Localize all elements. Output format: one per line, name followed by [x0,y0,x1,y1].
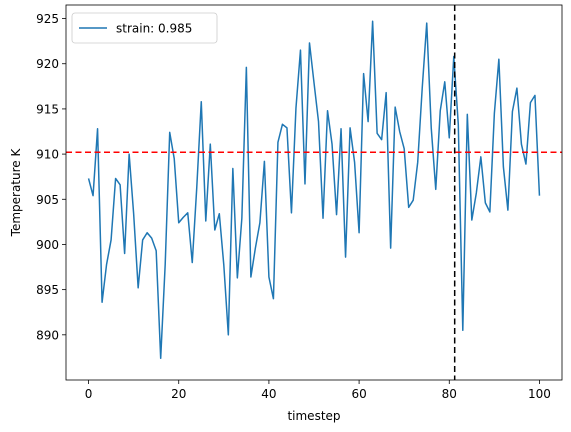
y-tick-label: 925 [36,12,59,26]
y-tick-label: 920 [36,57,59,71]
x-axis: 0 20 40 60 80 100 [85,380,551,401]
plot-content [66,5,562,380]
legend-label: strain: 0.985 [116,22,192,36]
x-tick-label: 20 [171,387,186,401]
plot-frame [65,4,563,381]
series-line-0 [87,20,541,360]
y-axis-label: Temperature K [9,148,23,238]
y-tick-label: 905 [36,193,59,207]
x-tick-label: 100 [528,387,551,401]
x-tick-label: 60 [351,387,366,401]
legend: strain: 0.985 [71,12,218,44]
y-tick-label: 895 [36,283,59,297]
y-tick-label: 900 [36,238,59,252]
y-tick-label: 890 [36,328,59,342]
x-tick-label: 0 [85,387,93,401]
legend-box [71,12,218,44]
x-tick-label: 40 [261,387,276,401]
y-tick-label: 915 [36,102,59,116]
y-tick-label: 910 [36,148,59,162]
x-axis-label: timestep [287,409,340,423]
y-axis: 890 895 900 905 910 915 920 925 [36,12,66,342]
x-tick-label: 80 [442,387,457,401]
